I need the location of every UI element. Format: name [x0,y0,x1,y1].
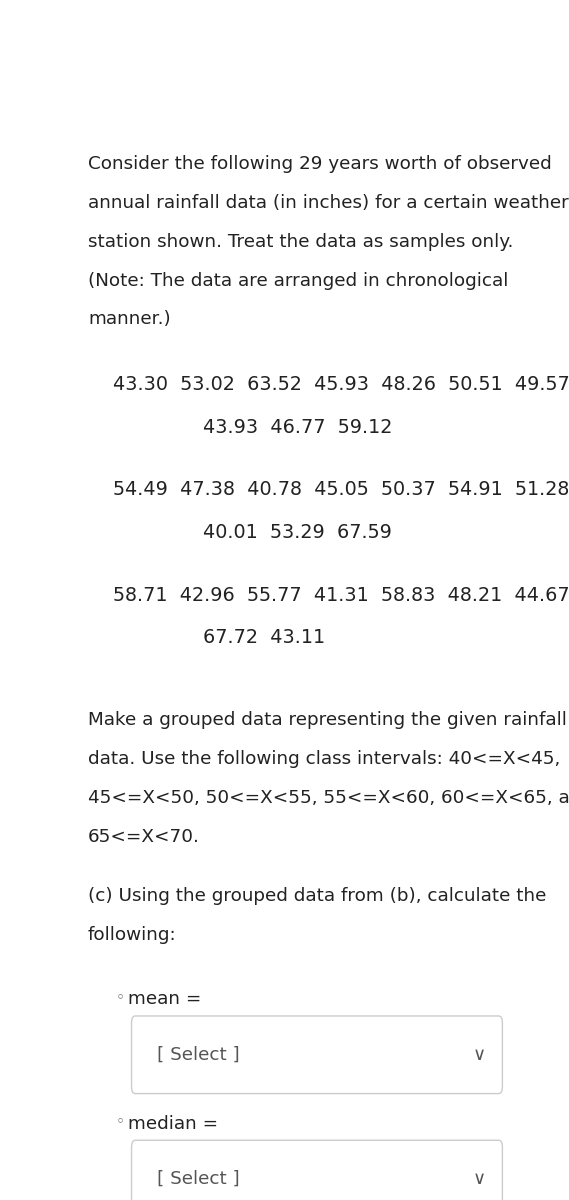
Text: ∨: ∨ [472,1045,485,1063]
Text: mean =: mean = [129,990,202,1008]
FancyBboxPatch shape [131,1016,502,1093]
Text: 43.93  46.77  59.12: 43.93 46.77 59.12 [204,418,393,437]
Text: Make a grouped data representing the given rainfall: Make a grouped data representing the giv… [88,712,567,730]
Text: ◦: ◦ [115,990,124,1006]
Text: median =: median = [129,1115,218,1133]
Text: 54.49  47.38  40.78  45.05  50.37  54.91  51.28: 54.49 47.38 40.78 45.05 50.37 54.91 51.2… [113,480,569,499]
Text: 43.30  53.02  63.52  45.93  48.26  50.51  49.57: 43.30 53.02 63.52 45.93 48.26 50.51 49.5… [113,376,569,394]
Text: 67.72  43.11: 67.72 43.11 [204,628,325,647]
Text: (c) Using the grouped data from (b), calculate the: (c) Using the grouped data from (b), cal… [88,887,546,905]
Text: ◦: ◦ [115,1115,124,1129]
Text: ∨: ∨ [472,1170,485,1188]
Text: Consider the following 29 years worth of observed: Consider the following 29 years worth of… [88,155,551,173]
Text: [ Select ]: [ Select ] [157,1045,240,1063]
Text: following:: following: [88,925,176,943]
Text: [ Select ]: [ Select ] [157,1170,240,1188]
Text: data. Use the following class intervals: 40<=X<45,: data. Use the following class intervals:… [88,750,560,768]
Text: 45<=X<50, 50<=X<55, 55<=X<60, 60<=X<65, and: 45<=X<50, 50<=X<55, 55<=X<60, 60<=X<65, … [88,788,569,806]
Text: (Note: The data are arranged in chronological: (Note: The data are arranged in chronolo… [88,271,508,289]
FancyBboxPatch shape [131,1140,502,1200]
Text: station shown. Treat the data as samples only.: station shown. Treat the data as samples… [88,233,513,251]
Text: 40.01  53.29  67.59: 40.01 53.29 67.59 [204,523,392,542]
Text: annual rainfall data (in inches) for a certain weather: annual rainfall data (in inches) for a c… [88,194,568,212]
Text: 65<=X<70.: 65<=X<70. [88,828,200,846]
Text: 58.71  42.96  55.77  41.31  58.83  48.21  44.67: 58.71 42.96 55.77 41.31 58.83 48.21 44.6… [113,586,569,605]
Text: manner.): manner.) [88,311,171,329]
